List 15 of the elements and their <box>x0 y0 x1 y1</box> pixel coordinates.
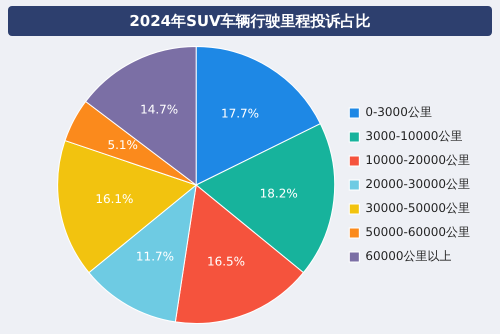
legend-label: 20000-30000公里 <box>365 177 470 192</box>
data-label: 11.7% <box>136 249 174 264</box>
legend-label: 30000-50000公里 <box>365 201 470 216</box>
legend-label: 60000公里以上 <box>365 249 452 264</box>
data-label: 14.7% <box>140 102 178 117</box>
data-label: 16.1% <box>95 192 134 206</box>
legend-label: 10000-20000公里 <box>365 153 470 168</box>
legend-label: 3000-10000公里 <box>365 129 462 144</box>
data-label: 16.5% <box>206 254 246 269</box>
data-label: 5.1% <box>107 138 138 152</box>
data-label: 18.2% <box>260 186 298 201</box>
data-label: 17.7% <box>220 106 260 121</box>
legend-label: 50000-60000公里 <box>365 225 470 240</box>
chart-title: 2024年SUV车辆行驶里程投诉占比 <box>8 6 492 36</box>
legend-label: 0-3000公里 <box>365 105 432 120</box>
